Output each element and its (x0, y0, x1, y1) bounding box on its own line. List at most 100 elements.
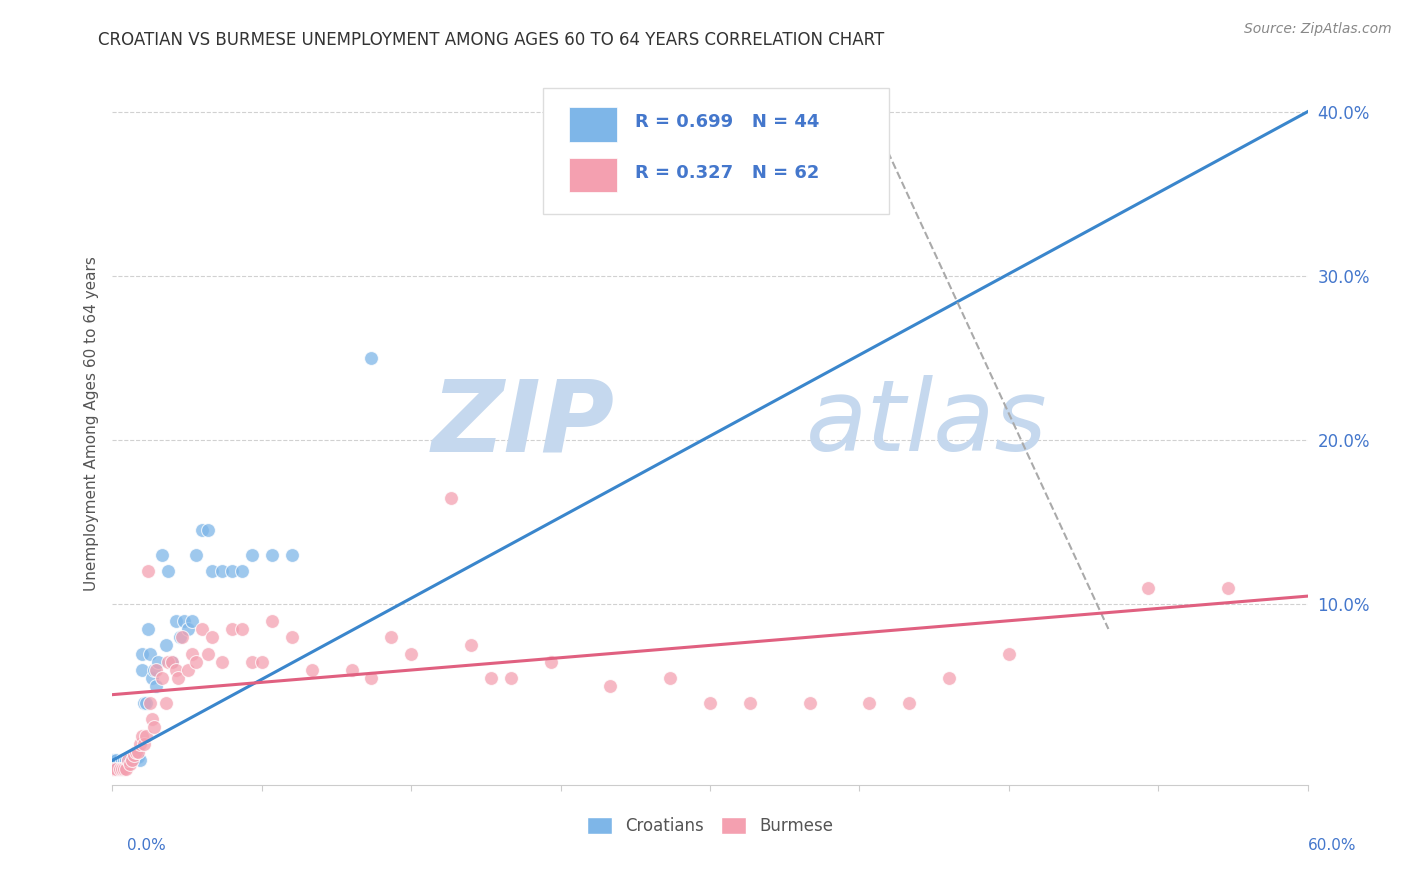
Point (938, 671, 960, 685)
Point (201, 565, 224, 579)
Point (186, 548, 208, 562)
Point (101, 762, 124, 776)
Point (110, 762, 132, 776)
Point (240, 548, 263, 562)
Point (898, 696, 921, 710)
Point (114, 762, 135, 776)
Point (360, 351, 382, 365)
Point (181, 614, 204, 628)
Text: R = 0.699   N = 44: R = 0.699 N = 44 (634, 113, 820, 131)
Point (167, 671, 190, 685)
Point (260, 548, 283, 562)
Y-axis label: Unemployment Among Ages 60 to 64 years: Unemployment Among Ages 60 to 64 years (83, 256, 98, 591)
Point (145, 680, 167, 694)
Point (173, 614, 195, 628)
Point (281, 548, 304, 562)
Point (186, 655, 208, 669)
Point (129, 753, 152, 767)
Point (121, 753, 143, 767)
Point (141, 712, 163, 726)
Point (858, 696, 880, 710)
Point (799, 696, 821, 710)
Point (165, 663, 187, 677)
Point (201, 630, 224, 644)
Point (124, 748, 146, 763)
Point (135, 696, 157, 710)
Point (157, 565, 180, 579)
Point (162, 655, 183, 669)
Point (127, 745, 149, 759)
Point (659, 671, 682, 685)
Point (181, 647, 204, 661)
Point (129, 737, 152, 751)
Point (139, 647, 162, 661)
Point (148, 655, 170, 669)
Legend: Croatians, Burmese: Croatians, Burmese (581, 810, 839, 842)
Point (105, 753, 128, 767)
Point (105, 762, 128, 776)
Point (120, 756, 142, 771)
Point (141, 671, 163, 685)
Point (460, 639, 482, 653)
Text: 0.0%: 0.0% (127, 838, 166, 854)
Point (157, 655, 180, 669)
Point (172, 630, 194, 644)
Point (998, 647, 1021, 661)
Point (115, 762, 138, 776)
Point (479, 671, 502, 685)
Point (162, 655, 183, 669)
Point (221, 565, 243, 579)
Point (134, 737, 156, 751)
Point (401, 647, 423, 661)
Point (738, 696, 761, 710)
Point (115, 753, 138, 767)
Point (260, 614, 283, 628)
Point (111, 762, 134, 776)
Point (1137, 581, 1160, 595)
Point (231, 565, 253, 579)
Point (131, 647, 153, 661)
Point (197, 524, 219, 538)
Point (169, 630, 191, 644)
Point (240, 655, 263, 669)
Point (111, 753, 134, 767)
Point (107, 756, 129, 771)
Point (114, 753, 135, 767)
Point (124, 750, 146, 764)
Text: atlas: atlas (806, 376, 1047, 472)
Point (599, 680, 621, 694)
Point (138, 622, 160, 636)
Point (155, 696, 177, 710)
Point (211, 565, 233, 579)
Point (131, 663, 153, 677)
Point (540, 655, 562, 669)
Point (143, 663, 166, 677)
Point (139, 696, 162, 710)
Point (117, 753, 139, 767)
Text: CROATIAN VS BURMESE UNEMPLOYMENT AMONG AGES 60 TO 64 YEARS CORRELATION CHART: CROATIAN VS BURMESE UNEMPLOYMENT AMONG A… (98, 31, 884, 49)
Bar (569, 158, 617, 193)
Point (699, 696, 721, 710)
Point (380, 630, 402, 644)
Point (221, 622, 243, 636)
Point (125, 750, 148, 764)
Point (281, 630, 304, 644)
Point (150, 671, 173, 685)
Bar (569, 107, 617, 142)
Point (145, 663, 167, 677)
Point (360, 671, 382, 685)
Text: Source: ZipAtlas.com: Source: ZipAtlas.com (1244, 22, 1392, 37)
Point (499, 671, 522, 685)
Point (191, 524, 214, 538)
Point (197, 647, 219, 661)
Point (155, 639, 177, 653)
Point (440, 491, 463, 505)
Point (120, 753, 142, 767)
Text: 60.0%: 60.0% (1309, 838, 1357, 854)
Point (131, 729, 153, 743)
Point (143, 721, 166, 735)
Point (231, 622, 253, 636)
Point (110, 762, 132, 776)
Point (138, 565, 160, 579)
Point (121, 753, 143, 767)
